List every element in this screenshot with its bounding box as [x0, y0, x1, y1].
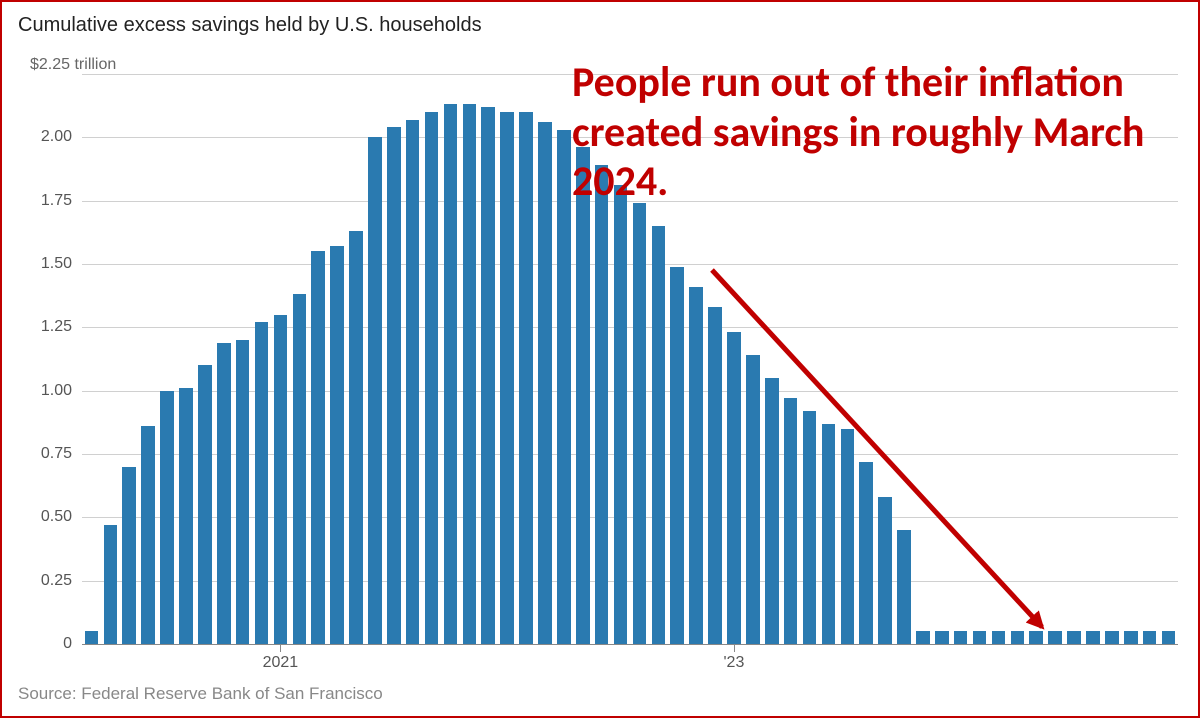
chart-container: Cumulative excess savings held by U.S. h…	[0, 0, 1200, 718]
y-tick-label: 2.00	[41, 128, 72, 146]
bar	[274, 315, 288, 644]
bar	[576, 147, 590, 644]
bar	[1162, 631, 1176, 644]
bar	[500, 112, 514, 644]
bar	[1011, 631, 1025, 644]
gridline	[82, 327, 1178, 328]
bar	[935, 631, 949, 644]
bar	[822, 424, 836, 644]
bar	[463, 104, 477, 644]
bar	[841, 429, 855, 644]
bar	[1105, 631, 1119, 644]
bar	[859, 462, 873, 644]
bar	[255, 322, 269, 644]
annotation-text: People run out of their inflation create…	[572, 58, 1172, 207]
bar	[916, 631, 930, 644]
y-tick-label: 0.50	[41, 508, 72, 526]
bar	[746, 355, 760, 644]
bar	[973, 631, 987, 644]
bar	[387, 127, 401, 644]
bar	[614, 185, 628, 644]
chart-title: Cumulative excess savings held by U.S. h…	[18, 14, 482, 37]
bar	[652, 226, 666, 644]
bar	[179, 388, 193, 644]
x-axis-baseline	[82, 644, 1178, 645]
y-tick-label: 0.25	[41, 572, 72, 590]
bar	[122, 467, 136, 644]
bar	[425, 112, 439, 644]
bar	[1067, 631, 1081, 644]
bar	[689, 287, 703, 644]
bar	[160, 391, 174, 644]
bar	[897, 530, 911, 644]
y-tick-label: 1.00	[41, 382, 72, 400]
bar	[1029, 631, 1043, 644]
bar	[217, 343, 231, 644]
y-tick-label: 1.50	[41, 255, 72, 273]
bar	[519, 112, 533, 644]
bar	[368, 137, 382, 644]
bar	[198, 365, 212, 644]
bar	[444, 104, 458, 644]
bar	[803, 411, 817, 644]
y-axis-top-label: $2.25 trillion	[30, 56, 116, 74]
bar	[104, 525, 118, 644]
bar	[538, 122, 552, 644]
y-tick-label: 0.75	[41, 445, 72, 463]
x-tick-label: 2021	[263, 654, 299, 672]
gridline	[82, 264, 1178, 265]
bar	[1086, 631, 1100, 644]
bar	[765, 378, 779, 644]
bar	[85, 631, 99, 644]
bar	[330, 246, 344, 644]
bar	[633, 203, 647, 644]
bar	[670, 267, 684, 644]
bar	[1124, 631, 1138, 644]
bar	[1143, 631, 1157, 644]
y-tick-label: 1.25	[41, 318, 72, 336]
bar	[557, 130, 571, 644]
bar	[311, 251, 325, 644]
bar	[293, 294, 307, 644]
bar	[878, 497, 892, 644]
bar	[595, 165, 609, 644]
bar	[141, 426, 155, 644]
bar	[406, 120, 420, 644]
x-tick-label: '23	[723, 654, 744, 672]
bar	[784, 398, 798, 644]
bar	[481, 107, 495, 644]
y-tick-label: 0	[63, 635, 72, 653]
bar	[349, 231, 363, 644]
bar	[727, 332, 741, 644]
source-attribution: Source: Federal Reserve Bank of San Fran…	[18, 684, 383, 704]
bar	[992, 631, 1006, 644]
bar	[954, 631, 968, 644]
x-tick	[734, 644, 735, 652]
bar	[708, 307, 722, 644]
bar	[236, 340, 250, 644]
bar	[1048, 631, 1062, 644]
x-tick	[280, 644, 281, 652]
y-tick-label: 1.75	[41, 192, 72, 210]
